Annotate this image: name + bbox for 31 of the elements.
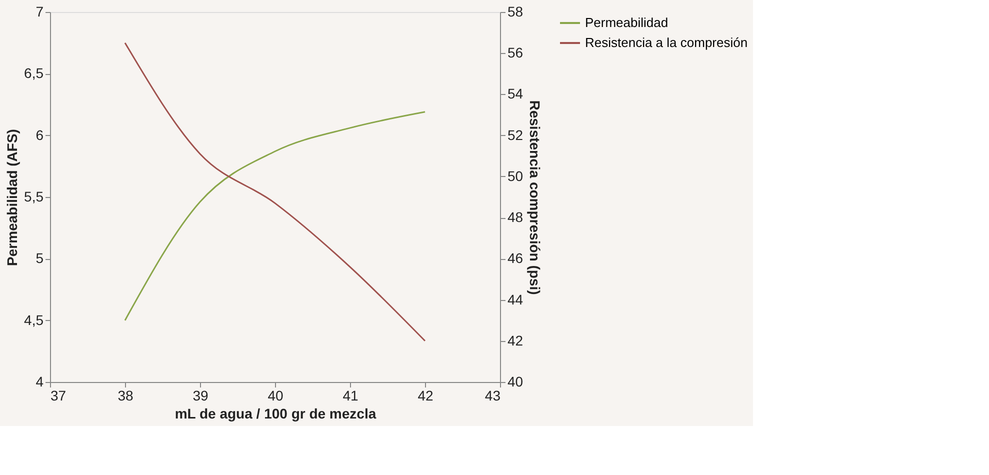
y2-tick-label: 46 xyxy=(508,250,524,266)
x-tick-label: 39 xyxy=(192,388,208,404)
y-tick-label: 4 xyxy=(36,374,44,390)
y2-tick-label: 44 xyxy=(508,291,524,308)
y-tick-label: 6,5 xyxy=(24,65,44,82)
y2-tick-label: 40 xyxy=(508,374,524,390)
y-tick-label: 5 xyxy=(36,250,44,266)
legend-label: Resistencia a la compresión xyxy=(585,35,748,50)
x-tick-label: 40 xyxy=(268,388,284,404)
y2-tick-label: 50 xyxy=(508,168,524,184)
x-tick-label: 38 xyxy=(118,388,134,404)
x-tick-label: 41 xyxy=(342,388,358,404)
y2-axis-title: Resistencia compresión (psi) xyxy=(527,100,544,295)
y-axis-title: Permeabilidad (AFS) xyxy=(4,129,20,266)
y-tick-label: 7 xyxy=(36,4,44,20)
y2-tick-label: 52 xyxy=(508,126,524,143)
y-tick-label: 4,5 xyxy=(24,312,44,328)
line-series xyxy=(124,111,426,322)
y2-tick-label: 48 xyxy=(508,209,524,226)
x-tick-label: 43 xyxy=(484,388,501,404)
y-tick-label: 6 xyxy=(36,126,44,143)
line-series xyxy=(124,42,426,342)
legend-label: Permeabilidad xyxy=(585,15,668,30)
y2-tick-label: 58 xyxy=(508,4,524,20)
x-tick-label: 42 xyxy=(418,388,434,404)
y2-tick-label: 42 xyxy=(508,332,524,348)
y2-tick-label: 54 xyxy=(508,86,524,102)
x-tick-label: 37 xyxy=(50,388,66,404)
y2-tick-label: 56 xyxy=(508,44,524,61)
y-tick-label: 5,5 xyxy=(24,188,44,204)
x-axis-title: mL de agua / 100 gr de mezcla xyxy=(174,406,376,422)
